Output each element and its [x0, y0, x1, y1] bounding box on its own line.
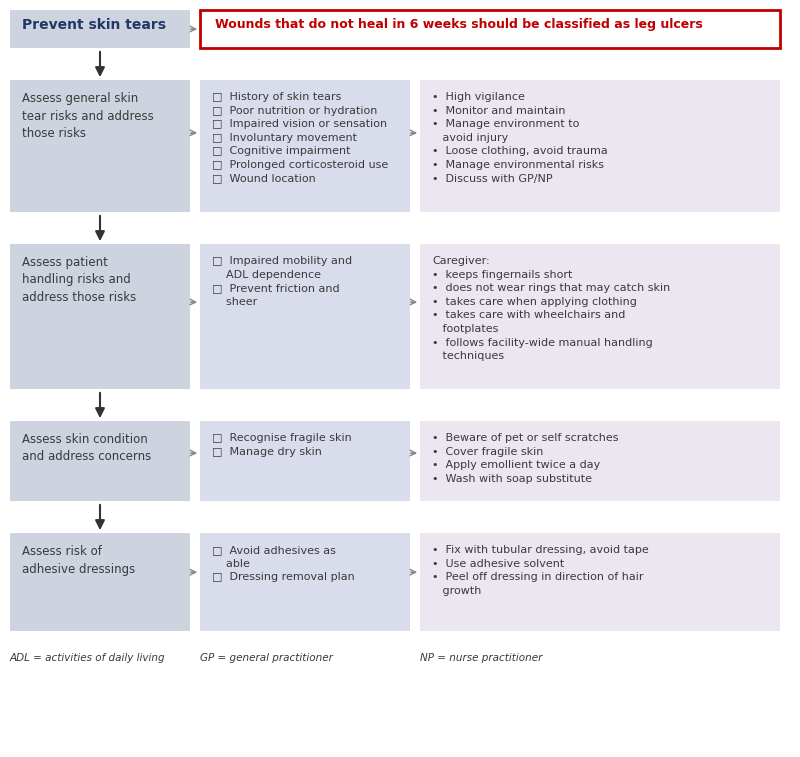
FancyBboxPatch shape: [420, 80, 780, 212]
Text: •  High vigilance
•  Monitor and maintain
•  Manage environment to
   avoid inju: • High vigilance • Monitor and maintain …: [432, 92, 608, 184]
Text: Prevent skin tears: Prevent skin tears: [22, 18, 166, 32]
FancyBboxPatch shape: [10, 421, 190, 501]
Text: •  Fix with tubular dressing, avoid tape
•  Use adhesive solvent
•  Peel off dre: • Fix with tubular dressing, avoid tape …: [432, 545, 649, 596]
Text: Wounds that do not heal in 6 weeks should be classified as leg ulcers: Wounds that do not heal in 6 weeks shoul…: [215, 18, 702, 31]
Text: □  Recognise fragile skin
□  Manage dry skin: □ Recognise fragile skin □ Manage dry sk…: [212, 433, 352, 456]
Text: □  Impaired mobility and
    ADL dependence
□  Prevent friction and
    sheer: □ Impaired mobility and ADL dependence □…: [212, 256, 352, 307]
FancyBboxPatch shape: [200, 421, 410, 501]
FancyBboxPatch shape: [10, 80, 190, 212]
Text: Caregiver:
•  keeps fingernails short
•  does not wear rings that may catch skin: Caregiver: • keeps fingernails short • d…: [432, 256, 670, 361]
FancyBboxPatch shape: [200, 244, 410, 389]
Text: Assess skin condition
and address concerns: Assess skin condition and address concer…: [22, 433, 151, 463]
FancyBboxPatch shape: [10, 244, 190, 389]
Text: ADL = activities of daily living: ADL = activities of daily living: [10, 653, 166, 663]
Text: NP = nurse practitioner: NP = nurse practitioner: [420, 653, 542, 663]
FancyBboxPatch shape: [10, 10, 190, 48]
FancyBboxPatch shape: [420, 533, 780, 631]
FancyBboxPatch shape: [420, 244, 780, 389]
FancyBboxPatch shape: [200, 533, 410, 631]
Text: □  Avoid adhesives as
    able
□  Dressing removal plan: □ Avoid adhesives as able □ Dressing rem…: [212, 545, 354, 582]
Text: Assess general skin
tear risks and address
those risks: Assess general skin tear risks and addre…: [22, 92, 154, 140]
Text: •  Beware of pet or self scratches
•  Cover fragile skin
•  Apply emollient twic: • Beware of pet or self scratches • Cove…: [432, 433, 618, 484]
FancyBboxPatch shape: [420, 421, 780, 501]
FancyBboxPatch shape: [10, 533, 190, 631]
Text: □  History of skin tears
□  Poor nutrition or hydration
□  Impaired vision or se: □ History of skin tears □ Poor nutrition…: [212, 92, 388, 184]
Text: Assess risk of
adhesive dressings: Assess risk of adhesive dressings: [22, 545, 135, 575]
Text: GP = general practitioner: GP = general practitioner: [200, 653, 333, 663]
Text: Assess patient
handling risks and
address those risks: Assess patient handling risks and addres…: [22, 256, 136, 304]
FancyBboxPatch shape: [200, 10, 780, 48]
FancyBboxPatch shape: [200, 80, 410, 212]
